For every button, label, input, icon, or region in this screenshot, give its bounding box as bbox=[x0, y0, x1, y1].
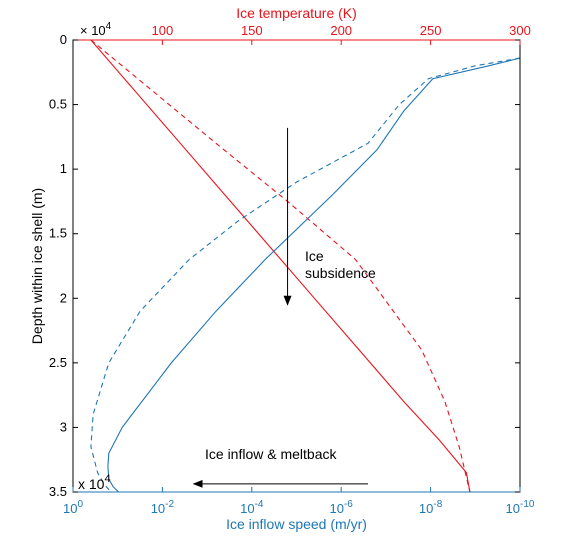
y-multiplier-top-base: × 10 bbox=[80, 23, 106, 38]
bottom-axis-title: Ice inflow speed (m/yr) bbox=[226, 516, 367, 532]
bottom-tick-label: 10-8 bbox=[419, 499, 443, 516]
temperature-solid-line bbox=[90, 39, 471, 493]
y-multiplier-bottom: x 104 bbox=[78, 473, 111, 492]
y-tick-label: 2 bbox=[60, 290, 67, 305]
y-tick-label: 3 bbox=[60, 419, 67, 434]
y-tick-label: 1.5 bbox=[49, 226, 67, 241]
inflow-label: Ice inflow & meltback bbox=[205, 446, 337, 462]
y-multiplier-bottom-exp: 4 bbox=[104, 473, 110, 485]
y-tick-label: 3.5 bbox=[49, 484, 67, 499]
bottom-tick-label: 10-10 bbox=[506, 499, 535, 516]
bottom-tick-label: 10-2 bbox=[151, 499, 175, 516]
top-tick-label: 300 bbox=[509, 23, 531, 38]
inflow-speed-dashed-line bbox=[90, 57, 521, 493]
bottom-tick-label: 100 bbox=[63, 499, 83, 516]
series-layer bbox=[90, 39, 521, 493]
y-tick-label: 0 bbox=[60, 32, 67, 47]
top-tick-label: 100 bbox=[152, 23, 174, 38]
subsidence-label-line-2: subsidence bbox=[305, 265, 376, 281]
bottom-tick-label: 10-6 bbox=[330, 499, 354, 516]
subsidence-label-line-1: Ice bbox=[305, 248, 324, 264]
inflow-speed-solid-line bbox=[107, 57, 521, 493]
y-tick-label: 1 bbox=[60, 161, 67, 176]
top-tick-label: 250 bbox=[420, 23, 442, 38]
top-tick-label: 150 bbox=[241, 23, 263, 38]
y-multiplier-top-exp: 4 bbox=[106, 21, 112, 32]
y-tick-label: 0.5 bbox=[49, 97, 67, 112]
y-multiplier-top: × 104 bbox=[80, 21, 112, 38]
plot-frame bbox=[72, 39, 521, 493]
top-tick-label: 200 bbox=[330, 23, 352, 38]
y-tick-label: 2.5 bbox=[49, 355, 67, 370]
y-axis-title: Depth within ice shell (m) bbox=[29, 188, 45, 344]
top-axis-title: Ice temperature (K) bbox=[236, 5, 357, 21]
subsidence-label: Ice subsidence bbox=[305, 248, 376, 281]
temperature-dashed-line bbox=[90, 39, 471, 493]
bottom-tick-label: 10-4 bbox=[240, 499, 264, 516]
y-multiplier-bottom-base: x 10 bbox=[78, 476, 105, 492]
